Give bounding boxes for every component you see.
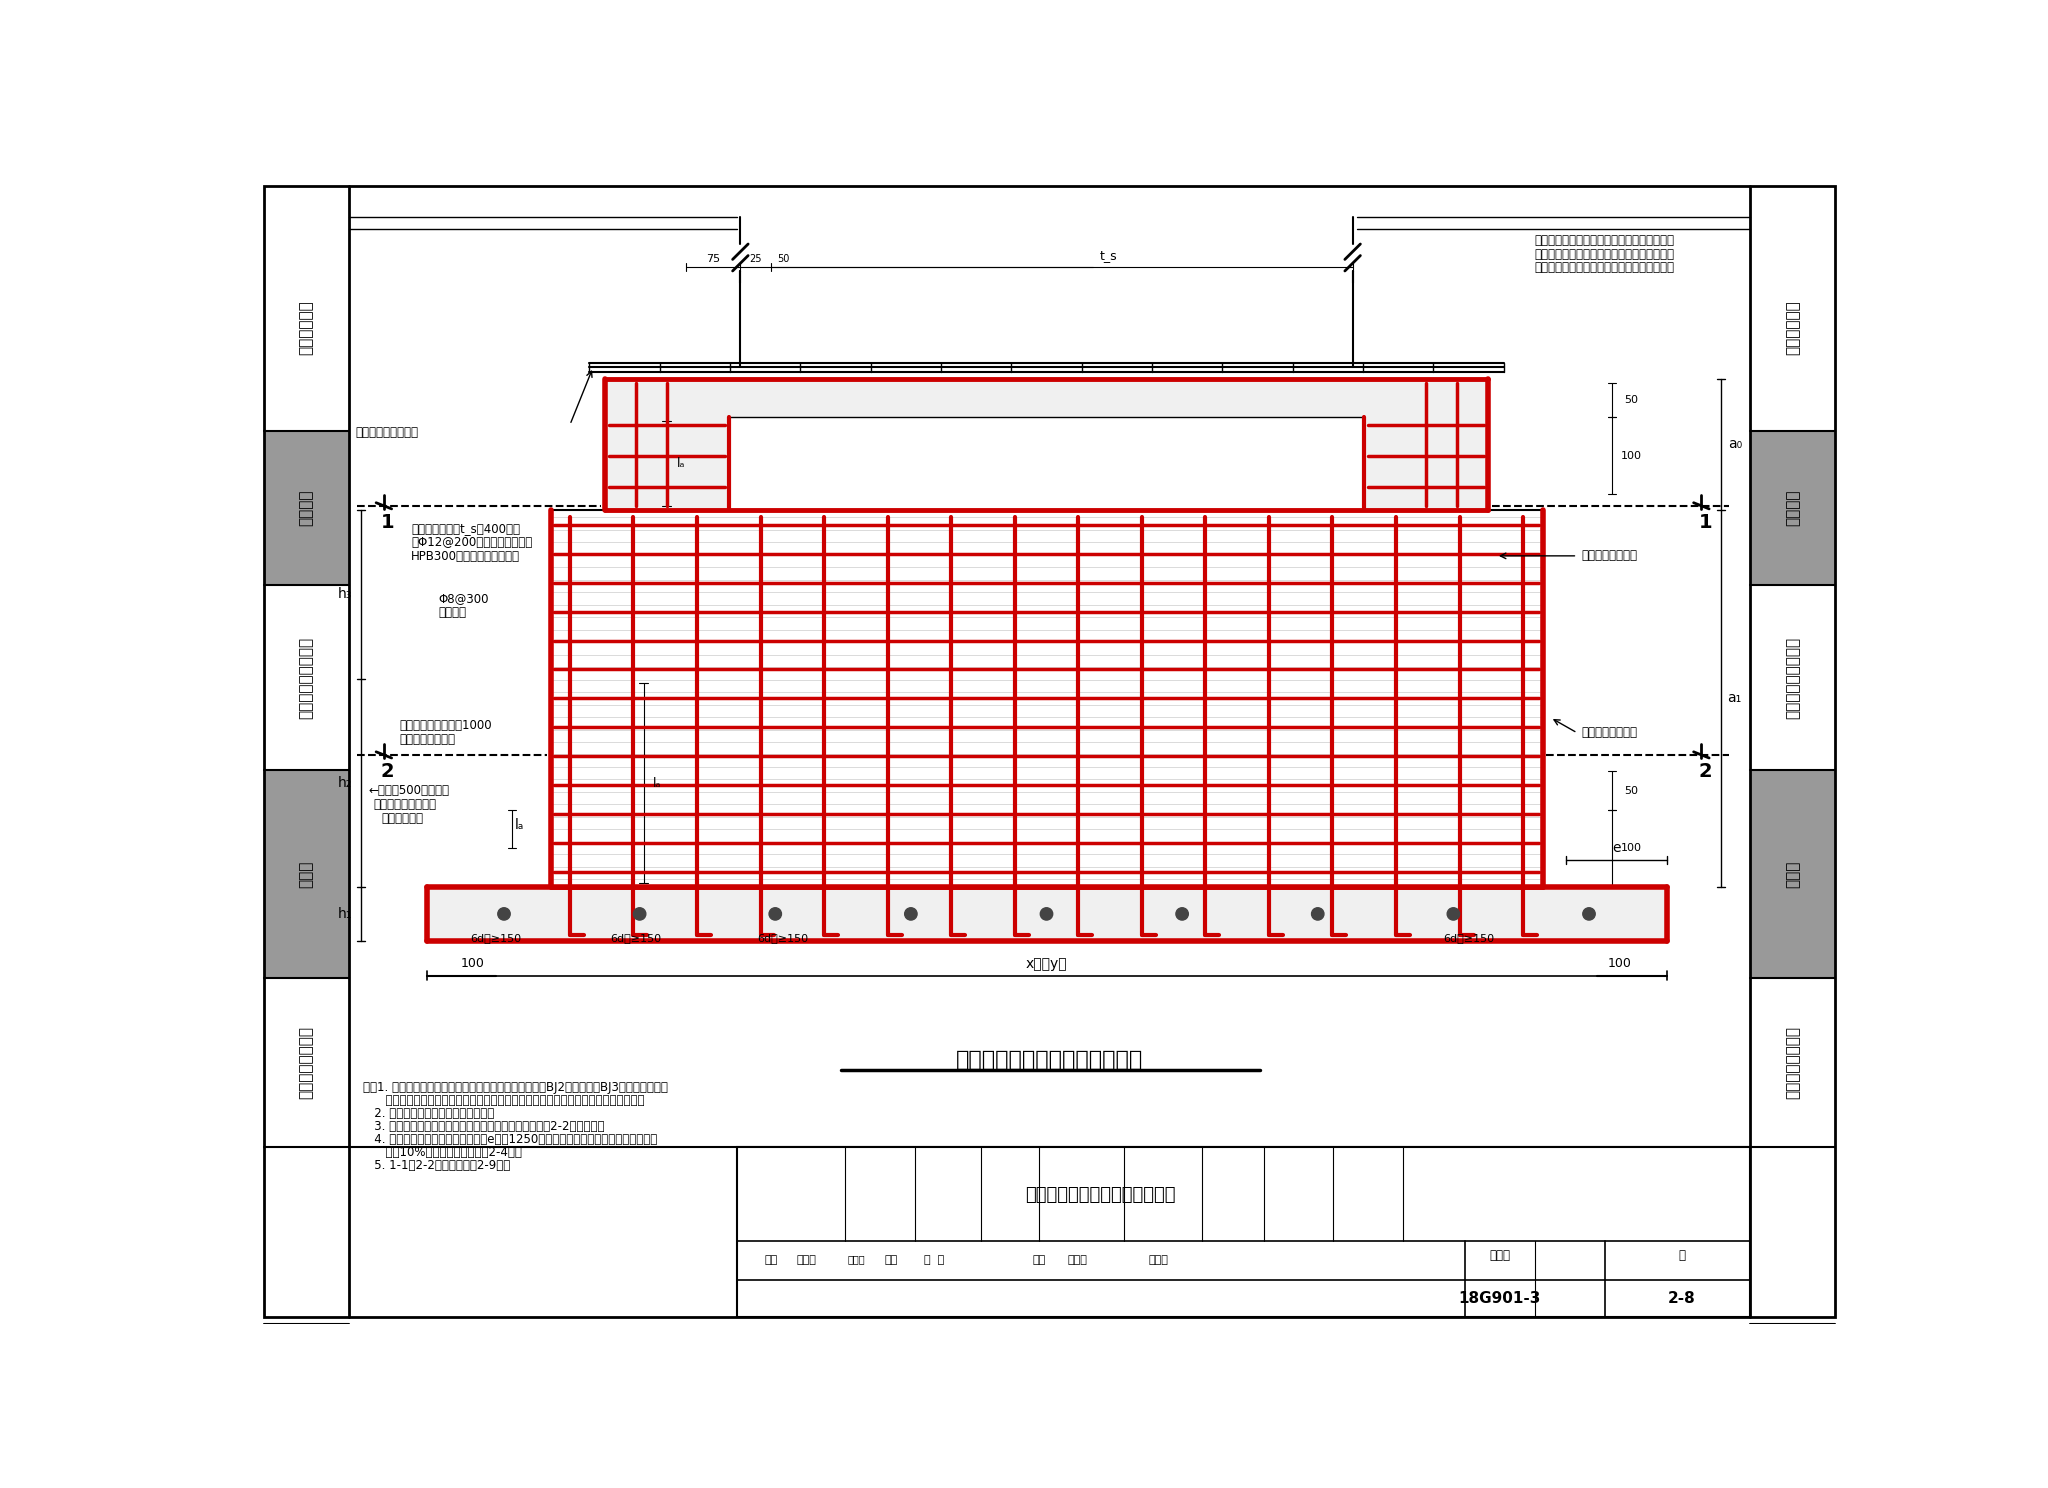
Text: （非复合箍）: （非复合箍）	[381, 812, 424, 824]
Text: 2: 2	[1698, 762, 1712, 781]
Text: 短柱其他部位箍筋: 短柱其他部位箍筋	[1581, 726, 1636, 740]
Text: 校对: 校对	[885, 1254, 899, 1265]
Text: 潘  道: 潘 道	[924, 1254, 944, 1265]
Text: 支在底板钢筋网上: 支在底板钢筋网上	[399, 732, 455, 745]
Text: 50: 50	[776, 254, 788, 265]
Text: 18G901-3: 18G901-3	[1458, 1290, 1540, 1305]
Text: 与基础有关的构造: 与基础有关的构造	[1786, 1027, 1800, 1100]
Text: 间的空隙用比基础混凝土强度等级高一级的细: 间的空隙用比基础混凝土强度等级高一级的细	[1534, 247, 1675, 260]
Text: 置Φ12@200的构造钢筋，当为: 置Φ12@200的构造钢筋，当为	[412, 536, 532, 549]
Text: 5. 1-1和2-2详见本图集第2-9页。: 5. 1-1和2-2详见本图集第2-9页。	[362, 1159, 510, 1173]
Text: 6d且≥150: 6d且≥150	[1444, 933, 1495, 943]
Text: 杯口壁内横向箍筋: 杯口壁内横向箍筋	[1581, 549, 1636, 562]
Text: 分布钢筋: 分布钢筋	[438, 606, 467, 619]
Circle shape	[1176, 908, 1188, 920]
Circle shape	[1448, 908, 1460, 920]
Text: 双高杯口独立基础钢筋排布构造: 双高杯口独立基础钢筋排布构造	[1026, 1186, 1176, 1204]
Text: 50: 50	[1624, 786, 1638, 796]
Bar	[1751, 432, 1835, 585]
Text: HPB300级时，末端应加弯钩: HPB300级时，末端应加弯钩	[412, 551, 520, 562]
Bar	[1751, 769, 1835, 978]
Text: 条形基础与筏形基础: 条形基础与筏形基础	[299, 637, 313, 719]
Bar	[551, 510, 1542, 887]
Text: 2-8: 2-8	[1669, 1290, 1696, 1305]
Text: 2: 2	[381, 762, 395, 781]
Text: 桩基础: 桩基础	[299, 860, 313, 887]
Text: 一般构造要求: 一般构造要求	[1786, 301, 1800, 356]
Text: lₐ: lₐ	[514, 818, 524, 832]
Text: 黄名刚: 黄名刚	[848, 1254, 866, 1265]
Text: 条形基础与筏形基础: 条形基础与筏形基础	[1786, 637, 1800, 719]
Text: ←间距＜500，且不小: ←间距＜500，且不小	[369, 784, 449, 798]
Text: 图集号: 图集号	[1489, 1248, 1509, 1262]
Circle shape	[905, 908, 918, 920]
Text: 设计: 设计	[1032, 1254, 1044, 1265]
Text: h₂: h₂	[338, 777, 352, 790]
Bar	[426, 887, 1667, 940]
Text: a₁: a₁	[1729, 692, 1743, 705]
Text: 一般构造要求: 一般构造要求	[299, 301, 313, 356]
Circle shape	[1040, 908, 1053, 920]
Text: x（或y）: x（或y）	[1026, 957, 1067, 972]
Text: 75: 75	[707, 254, 721, 265]
Text: 王怀元: 王怀元	[1067, 1254, 1087, 1265]
Text: 独立基础: 独立基础	[299, 490, 313, 527]
Text: 注：1. 双高杯口独立基础底板的截面形状可以为阶形截面BJ2或坡形截面BJ3，当为坡形截面: 注：1. 双高杯口独立基础底板的截面形状可以为阶形截面BJ2或坡形截面BJ3，当…	[362, 1080, 668, 1094]
Text: 当中间杯壁宽度t_s＜400时设: 当中间杯壁宽度t_s＜400时设	[412, 522, 520, 536]
Text: 50: 50	[1624, 394, 1638, 405]
Text: 2. 几何尺寸及配筋按具体结构设计。: 2. 几何尺寸及配筋按具体结构设计。	[362, 1107, 494, 1120]
Text: t_s: t_s	[1100, 248, 1118, 262]
Text: 100: 100	[1608, 957, 1632, 970]
Text: 桩基础: 桩基础	[1786, 860, 1800, 887]
Text: 6d且≥150: 6d且≥150	[758, 933, 809, 943]
Circle shape	[770, 908, 782, 920]
Text: 减低10%配置，详见本图集第2-4页。: 减低10%配置，详见本图集第2-4页。	[362, 1146, 522, 1159]
Text: 6d且≥150: 6d且≥150	[610, 933, 662, 943]
Text: lₐ: lₐ	[676, 457, 684, 470]
Circle shape	[1311, 908, 1323, 920]
Text: h₁: h₁	[338, 906, 352, 921]
Bar	[729, 417, 1364, 510]
Bar	[264, 769, 348, 978]
Text: 页: 页	[1679, 1248, 1686, 1262]
Text: 4. 当双高杯口基础短柱以外尺寸（e）＞1250时，除外侧钢筋外，底板配筋长度可按: 4. 当双高杯口基础短柱以外尺寸（e）＞1250时，除外侧钢筋外，底板配筋长度可…	[362, 1132, 657, 1146]
Text: 100: 100	[1622, 451, 1642, 461]
Text: 于两道矩形封闭箍筋: 于两道矩形封闭箍筋	[375, 798, 436, 811]
Text: 石混凝土先填底部，将柱校正后灌注振实四周: 石混凝土先填底部，将柱校正后灌注振实四周	[1534, 262, 1675, 274]
Text: 且坡度较大时，应在坡面上安装顶部模板，以确保混凝土能够浇筑成型，振捣密实。: 且坡度较大时，应在坡面上安装顶部模板，以确保混凝土能够浇筑成型，振捣密实。	[362, 1094, 645, 1107]
Text: 100: 100	[1622, 844, 1642, 854]
Bar	[604, 379, 1489, 510]
Circle shape	[498, 908, 510, 920]
Text: 100: 100	[461, 957, 485, 970]
Text: e: e	[1612, 841, 1620, 856]
Text: h₃: h₃	[338, 588, 352, 601]
Text: 1: 1	[381, 513, 395, 533]
Text: 独立基础: 独立基础	[1786, 490, 1800, 527]
Text: 3. 双高杯口独立基础底部的钢筋排布构造详见本图集第2-2页的图示。: 3. 双高杯口独立基础底部的钢筋排布构造详见本图集第2-2页的图示。	[362, 1120, 604, 1132]
Text: 双高杯口独立基础钢筋排布构造: 双高杯口独立基础钢筋排布构造	[956, 1051, 1143, 1070]
Text: lₐ: lₐ	[653, 777, 662, 790]
Text: 柱插入杯口部分的表面应凿毛，柱子与杯口之: 柱插入杯口部分的表面应凿毛，柱子与杯口之	[1534, 234, 1675, 247]
Text: 审核: 审核	[764, 1254, 778, 1265]
Bar	[264, 432, 348, 585]
Text: Φ8@300: Φ8@300	[438, 592, 489, 604]
Text: 黄志刚: 黄志刚	[797, 1254, 817, 1265]
Bar	[737, 1147, 1751, 1317]
Text: a₀: a₀	[1729, 437, 1741, 451]
Text: 25: 25	[750, 254, 762, 265]
Text: 杯口顶部焊接钢筋网: 杯口顶部焊接钢筋网	[354, 426, 418, 439]
Text: 6d且≥150: 6d且≥150	[471, 933, 522, 943]
Text: 插至基底纵筋间距＜1000: 插至基底纵筋间距＜1000	[399, 719, 492, 732]
Text: 石杯么: 石杯么	[1149, 1254, 1169, 1265]
Circle shape	[1583, 908, 1595, 920]
Circle shape	[633, 908, 645, 920]
Text: 1: 1	[1698, 513, 1712, 533]
Text: 与基础有关的构造: 与基础有关的构造	[299, 1027, 313, 1100]
